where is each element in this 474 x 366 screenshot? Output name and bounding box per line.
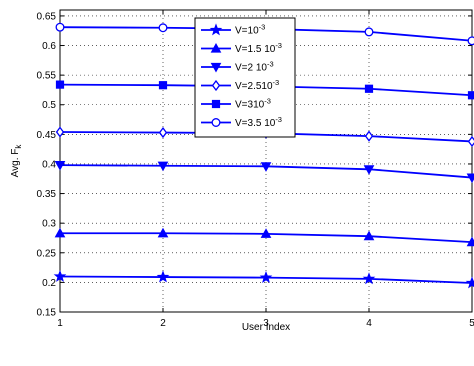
series-1-point-3: [363, 230, 375, 241]
y-tick-label-1: 0.2: [42, 278, 56, 289]
legend-label-5: V=3.5 10-3: [235, 115, 282, 129]
legend-label-4: V=310-3: [235, 97, 271, 111]
legend-marker-1: [210, 42, 222, 53]
series-1-point-1: [157, 227, 169, 238]
y-tick-label-10: 0.65: [37, 11, 57, 22]
axes: 0.15 0.2 0.25 0.3 0.35 0.4 0.45 0.5 0.55 0.6 0.65 1…: [37, 9, 474, 329]
y-tick-label-8: 0.55: [37, 71, 57, 82]
legend-label-sup-1: -3: [275, 41, 282, 50]
legend-label-main-3: V=2.510: [235, 81, 273, 92]
legend-label-sup-3: -3: [273, 78, 280, 87]
legend-entry-1: V=1.5 10-3: [201, 41, 282, 55]
series-1-point-2: [260, 228, 272, 238]
series-0: [53, 269, 474, 289]
legend-label-main-5: V=3.5 10: [235, 118, 276, 129]
series-2: [54, 161, 474, 184]
x-tick-label-1: 2: [160, 318, 166, 329]
legend-label-main-1: V=1.5 10: [235, 44, 276, 55]
series-0-point-3: [362, 272, 376, 285]
y-tick-label-5: 0.4: [42, 159, 56, 170]
legend-entry-4: V=310-3: [201, 97, 271, 111]
series-0-point-4: [465, 276, 474, 289]
legend-label-1: V=1.5 10-3: [235, 41, 282, 55]
y-axis-title-sub: k: [14, 144, 23, 149]
legend-label-3: V=2.510-3: [235, 78, 279, 92]
series-5-point-3: [364, 27, 374, 37]
series-4-point-3: [364, 84, 374, 93]
series-3-point-3: [364, 130, 374, 142]
series-4-point-0: [55, 80, 65, 89]
y-tick-label-6: 0.45: [37, 130, 57, 141]
legend-entry-5: V=3.5 10-3: [201, 115, 282, 129]
series-3-point-4: [467, 135, 474, 148]
series-3-point-1: [158, 126, 168, 139]
series-0-point-1: [156, 270, 170, 283]
series-5-point-1: [158, 23, 168, 33]
y-axis-title-main: Avg. F: [10, 149, 21, 178]
legend-marker-0: [209, 23, 223, 36]
series-3-point-0: [55, 126, 65, 138]
y-tick-label-2: 0.25: [37, 248, 57, 259]
legend-entry-0: V=10-3: [201, 23, 265, 37]
series-5-point-0: [55, 22, 65, 32]
y-tick-label-3: 0.3: [42, 219, 56, 230]
series-0-point-2: [259, 271, 273, 284]
series-2-point-4: [466, 173, 474, 184]
legend-entry-2: V=2 10-3: [201, 60, 274, 74]
legend-label-0: V=10-3: [235, 23, 265, 37]
legend-box: [194, 17, 296, 138]
x-axis-title: User Index: [242, 322, 290, 333]
series-2-point-2: [260, 162, 272, 172]
y-axis-title: Avg. Fk: [10, 144, 23, 178]
legend-label-main-0: V=10: [235, 26, 259, 37]
x-tick-label-4: 5: [469, 318, 474, 329]
legend-entry-3: V=2.510-3: [201, 78, 279, 92]
series-2-point-3: [363, 165, 375, 175]
x-tick-label-2: 3: [263, 318, 269, 329]
plot-frame: [59, 9, 473, 313]
series-1: [54, 227, 474, 247]
series-4-point-4: [467, 91, 474, 100]
series-2-point-1: [157, 161, 169, 172]
x-tick-label-3: 4: [366, 318, 372, 329]
series-1-point-4: [466, 236, 474, 247]
legend-marker-5: [211, 118, 221, 127]
legend: V=10-3V=1.5 10-3V=2 10-3V=2.510-3V=310-3…: [194, 17, 296, 138]
legend-label-main-2: V=2 10: [235, 63, 267, 74]
x-tick-label-0: 1: [57, 318, 63, 329]
legend-label-sup-2: -3: [267, 60, 274, 69]
legend-marker-4: [211, 99, 221, 109]
series-4-point-1: [158, 81, 168, 90]
legend-label-2: V=2 10-3: [235, 60, 274, 74]
legend-label-main-4: V=310: [235, 100, 265, 111]
series-1-point-0: [54, 227, 66, 238]
legend-marker-3: [211, 79, 221, 92]
legend-label-sup-4: -3: [264, 97, 271, 106]
y-tick-label-0: 0.15: [37, 308, 57, 319]
y-tick-label-9: 0.6: [42, 41, 56, 52]
series-2-point-0: [54, 161, 66, 171]
y-tick-label-4: 0.35: [37, 189, 57, 200]
series-5-point-4: [467, 36, 474, 46]
legend-label-sup-5: -3: [275, 115, 282, 124]
series-0-point-0: [53, 269, 67, 282]
legend-marker-2: [210, 62, 222, 73]
legend-label-sup-0: -3: [259, 23, 266, 32]
y-tick-label-7: 0.5: [42, 100, 56, 111]
